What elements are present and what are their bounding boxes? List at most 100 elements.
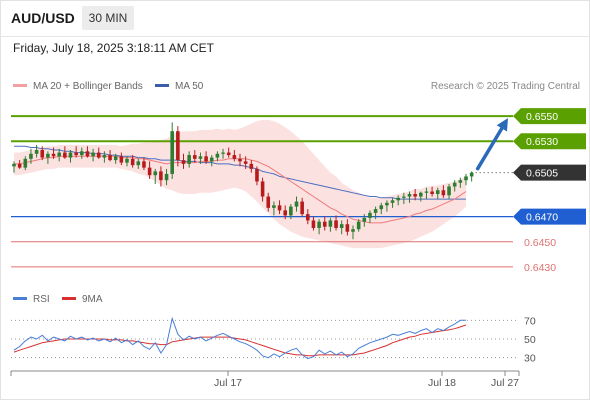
candle-body xyxy=(419,192,423,197)
candle-body xyxy=(29,153,33,159)
copyright-text: Research © 2025 Trading Central xyxy=(430,81,580,92)
candle-body xyxy=(159,171,163,181)
candle-body xyxy=(339,224,344,228)
symbol-title: AUD/USD xyxy=(11,10,75,26)
candle-body xyxy=(435,190,440,195)
candle-body xyxy=(458,180,463,183)
level-tag-0.6530 xyxy=(513,133,586,150)
candle-body xyxy=(176,131,180,161)
rsi-tick-70: 70 xyxy=(524,315,536,327)
rsi-ma-legend: 9MA xyxy=(62,294,103,305)
candle-body xyxy=(91,152,95,157)
candle-body xyxy=(74,152,78,156)
forecast-arrow-head xyxy=(496,118,508,132)
rsi-tick-50: 50 xyxy=(524,334,536,346)
candle-body xyxy=(193,155,197,159)
bollinger-band-area xyxy=(14,119,466,249)
rsi-ma-line xyxy=(13,324,467,357)
rsi-line xyxy=(13,316,466,360)
candle-body xyxy=(181,160,186,164)
candle-body xyxy=(136,161,141,166)
candle-body xyxy=(113,156,118,161)
candle-body xyxy=(164,173,169,181)
candle-body xyxy=(351,229,355,232)
time-tick-label: Jul 27 xyxy=(491,377,519,389)
candle-body xyxy=(266,196,271,208)
candle-body xyxy=(63,152,67,158)
candle-body xyxy=(85,151,90,157)
candle-body xyxy=(368,212,372,218)
candle-body xyxy=(289,206,293,216)
candle-body xyxy=(102,155,107,158)
candle-body xyxy=(430,191,434,195)
rsi-ma-legend-label: 9MA xyxy=(82,294,103,305)
candle-body xyxy=(46,153,50,158)
candle-body xyxy=(209,157,214,162)
candle-body xyxy=(51,153,56,157)
candle-body xyxy=(362,217,367,222)
candle-body xyxy=(40,150,45,158)
level-label-0.6470: 0.6470 xyxy=(526,212,558,224)
time-axis: Jul 17 Jul 18 Jul 27 xyxy=(10,370,520,389)
ma20-legend: MA 20 + Bollinger Bands xyxy=(13,81,143,92)
candle-body xyxy=(328,220,333,227)
candle-body xyxy=(385,202,389,206)
candle-body xyxy=(243,161,248,164)
candle-body xyxy=(12,163,16,167)
level-label-0.6550: 0.6550 xyxy=(526,111,558,123)
timeframe-button[interactable]: 30 MIN xyxy=(82,6,134,30)
candle-body xyxy=(356,221,361,230)
candle-body xyxy=(215,153,220,158)
level-label-0.6530: 0.6530 xyxy=(526,136,558,148)
price-levels: 0.6550 0.6530 0.6470 0.6450 0.6430 0.6505 xyxy=(11,108,586,274)
candle-body xyxy=(232,155,237,159)
level-label-0.6430: 0.6430 xyxy=(524,262,556,274)
last-price-label: 0.6505 xyxy=(526,168,558,180)
candle-body xyxy=(300,201,304,215)
forecast-arrow xyxy=(475,118,508,171)
rsi-panel: 70 50 30 xyxy=(11,315,536,365)
timestamp: Friday, July 18, 2025 3:18:11 AM CET xyxy=(13,41,214,55)
rsi-ma-swatch xyxy=(62,296,76,300)
ma50-swatch xyxy=(155,83,169,87)
candle-body xyxy=(424,191,429,193)
candle-body xyxy=(322,221,327,227)
level-tag-0.6550 xyxy=(513,108,586,125)
candle-body xyxy=(80,151,84,156)
candle-body xyxy=(204,156,208,162)
candle-body xyxy=(306,214,310,221)
rsi-tick-30: 30 xyxy=(524,353,536,365)
rsi-legend-label: RSI xyxy=(33,294,50,305)
ma50-legend: MA 50 xyxy=(155,81,203,92)
ma50-legend-label: MA 50 xyxy=(175,81,204,92)
candle-body xyxy=(187,155,191,164)
candle-body xyxy=(345,224,350,232)
candle-body xyxy=(452,182,457,187)
candle-body xyxy=(57,152,61,157)
candle-body xyxy=(373,209,378,213)
last-price-tag xyxy=(513,164,586,181)
forecast-arrow-shaft xyxy=(475,126,504,171)
candle-body xyxy=(277,205,282,211)
candle-body xyxy=(153,171,158,176)
candle-body xyxy=(272,205,276,208)
candle-body xyxy=(68,152,73,158)
candle-body xyxy=(142,161,146,168)
ma20-legend-label: MA 20 + Bollinger Bands xyxy=(33,81,143,92)
candle-body xyxy=(221,152,225,154)
candle-body xyxy=(390,200,395,203)
candle-body xyxy=(147,167,152,176)
chart-header: AUD/USD 30 MIN xyxy=(0,0,590,37)
candle-body xyxy=(283,210,287,216)
candles xyxy=(12,122,474,240)
candle-body xyxy=(249,163,254,169)
candle-body xyxy=(407,194,412,197)
candle-body xyxy=(238,158,242,162)
candle-body xyxy=(469,172,474,177)
candle-body xyxy=(260,181,265,197)
level-tag-0.6470 xyxy=(513,208,586,225)
candle-body xyxy=(198,156,203,159)
candle-body xyxy=(96,152,101,158)
candle-body xyxy=(464,176,468,181)
candle-body xyxy=(125,158,129,163)
